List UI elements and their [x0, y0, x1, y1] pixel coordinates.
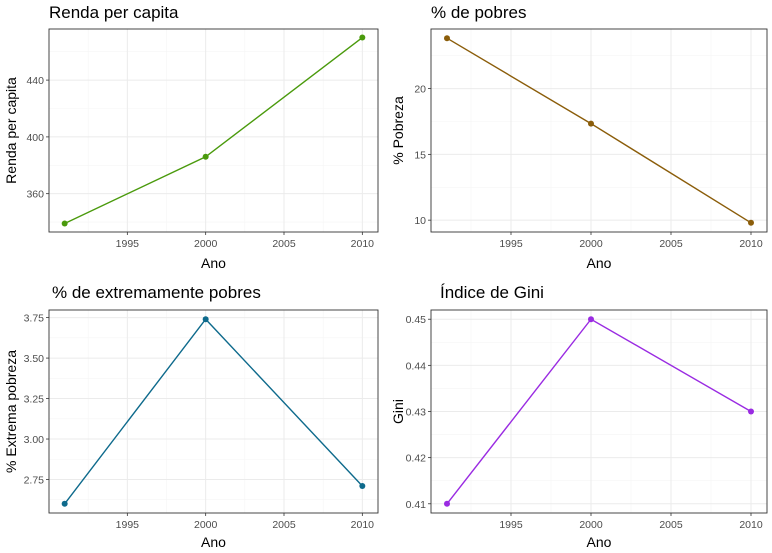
y-tick-label: 2.75 [24, 474, 45, 486]
chart-panel-3: 1995 2000 2005 2010 2.75 3.00 3.25 3.50 3.75 % de… [3, 283, 379, 550]
x-axis-title: Ano [587, 534, 612, 550]
y-tick-label: 0.44 [406, 360, 427, 372]
chart-title: Renda per capita [49, 3, 179, 22]
chart-title: % de extremamente pobres [52, 283, 261, 302]
chart-panel-4: 1995 2000 2005 2010 0.41 0.42 0.43 0.44 0.45 Índi… [390, 283, 768, 550]
x-tick-label: 2010 [739, 519, 763, 531]
x-tick-label: 1995 [499, 519, 523, 531]
x-tick-label: 2000 [194, 519, 218, 531]
y-tick-label: 10 [414, 215, 426, 227]
y-tick-label: 0.43 [406, 407, 427, 419]
x-axis-title: Ano [587, 255, 612, 271]
x-tick-label: 1995 [116, 519, 140, 531]
y-axis-title: Renda per capita [3, 77, 19, 184]
data-point [444, 35, 450, 42]
y-tick-label: 440 [26, 75, 44, 87]
x-tick-label: 2005 [659, 238, 683, 250]
x-tick-label: 2010 [351, 519, 375, 531]
y-tick-label: 360 [26, 189, 44, 201]
data-point [588, 316, 594, 323]
x-tick-label: 2005 [659, 519, 683, 531]
x-tick-label: 2005 [272, 238, 296, 250]
x-axis-title: Ano [201, 534, 226, 550]
y-tick-label: 20 [414, 84, 426, 96]
x-tick-label: 2000 [579, 238, 603, 250]
y-tick-label: 0.45 [406, 314, 427, 326]
y-tick-label: 3.75 [24, 313, 45, 325]
data-point [61, 220, 68, 227]
data-point [359, 34, 366, 41]
plot-background [49, 29, 378, 232]
x-tick-label: 1995 [499, 238, 523, 250]
x-tick-label: 1995 [116, 238, 140, 250]
plot-border [48, 309, 379, 514]
chart-title: % de pobres [431, 3, 526, 22]
data-point [748, 219, 754, 226]
y-axis-title: % Extrema pobreza [3, 350, 19, 473]
y-tick-label: 400 [26, 132, 44, 144]
plot-background [49, 310, 378, 513]
y-tick-label: 3.50 [24, 353, 45, 365]
y-tick-label: 15 [414, 149, 426, 161]
y-tick-label: 3.25 [24, 394, 45, 406]
chart-panel-1: 1995 2000 2005 2010 360 400 440 Renda per capit… [3, 3, 379, 271]
y-tick-label: 0.42 [406, 453, 427, 465]
y-axis-title: % Pobreza [390, 96, 406, 165]
x-tick-label: 2000 [194, 238, 218, 250]
y-axis-title: Gini [390, 399, 406, 424]
data-point [444, 500, 450, 507]
data-point [588, 120, 594, 127]
plot-border [430, 28, 768, 233]
x-tick-label: 2010 [739, 238, 763, 250]
data-point [202, 316, 209, 323]
chart-title: Índice de Gini [440, 283, 544, 302]
x-tick-label: 2000 [579, 519, 603, 531]
x-axis-title: Ano [201, 255, 226, 271]
plot-border [48, 28, 379, 233]
data-point [202, 153, 209, 160]
y-tick-label: 0.41 [406, 499, 427, 511]
data-point [359, 482, 366, 489]
x-tick-label: 2010 [351, 238, 375, 250]
data-point [61, 500, 68, 507]
y-tick-label: 3.00 [24, 434, 45, 446]
x-tick-label: 2005 [272, 519, 296, 531]
data-point [748, 408, 754, 415]
